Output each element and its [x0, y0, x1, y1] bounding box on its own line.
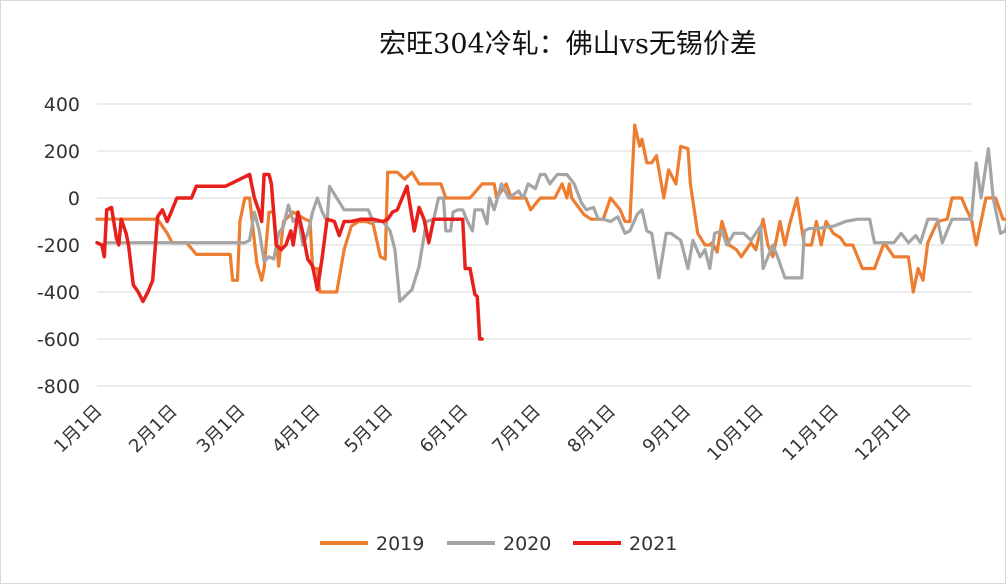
x-tick-label: 7月1日 — [488, 401, 545, 458]
y-axis-tick-labels: 400 200 0 -200 -400 -600 -800 — [37, 94, 80, 398]
x-tick-label: 8月1日 — [564, 401, 621, 458]
legend-label-2021: 2021 — [629, 533, 677, 555]
legend: 2019 2020 2021 — [320, 533, 677, 555]
x-tick-label: 12月1日 — [851, 401, 916, 466]
x-tick-label: 4月1日 — [268, 401, 325, 458]
x-tick-label: 6月1日 — [416, 401, 473, 458]
x-tick-label: 1月1日 — [50, 401, 107, 458]
y-tick-label: 0 — [68, 188, 80, 210]
x-axis-tick-labels: 1月1日 2月1日 3月1日 4月1日 5月1日 6月1日 7月1日 8月1日 9月1日 10月1… — [50, 401, 916, 466]
y-tick-label: 200 — [44, 141, 80, 163]
x-tick-label: 9月1日 — [639, 401, 696, 458]
legend-label-2019: 2019 — [376, 533, 424, 555]
x-tick-label: 11月1日 — [778, 401, 843, 466]
x-tick-label: 2月1日 — [125, 401, 182, 458]
y-tick-label: -400 — [37, 282, 80, 304]
x-tick-label: 5月1日 — [341, 401, 398, 458]
y-tick-label: -800 — [37, 376, 80, 398]
series-lines — [95, 123, 1006, 341]
y-tick-label: -600 — [37, 329, 80, 351]
series-line-2019 — [95, 123, 1006, 294]
x-tick-label: 10月1日 — [703, 401, 768, 466]
chart-title: 宏旺304冷轧：佛山vs无锡价差 — [379, 29, 757, 60]
x-tick-label: 3月1日 — [193, 401, 250, 458]
gridlines — [97, 103, 972, 387]
series-line-2021 — [95, 172, 484, 341]
y-tick-label: -200 — [37, 235, 80, 257]
y-tick-label: 400 — [44, 94, 80, 116]
legend-label-2020: 2020 — [503, 533, 551, 555]
series-line-2020 — [95, 147, 1006, 303]
